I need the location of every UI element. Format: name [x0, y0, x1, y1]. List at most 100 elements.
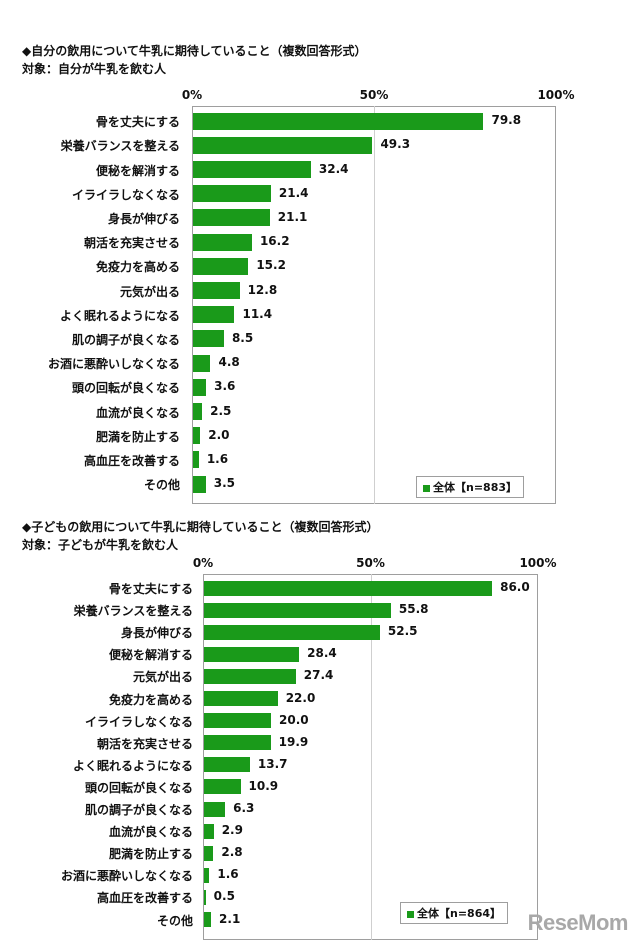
- category-label: よく眠れるようになる: [59, 308, 180, 323]
- bar: [193, 136, 373, 154]
- category-label: 元気が出る: [119, 284, 180, 299]
- category-label: 朝活を充実させる: [96, 736, 193, 751]
- bar: [193, 451, 199, 469]
- bar: [193, 282, 240, 299]
- category-label: 免疫力を高める: [95, 260, 180, 275]
- data-label: 12.8: [247, 282, 278, 297]
- bar: [193, 427, 201, 445]
- data-label: 28.4: [307, 646, 337, 661]
- x-tick-label: 50%: [359, 88, 389, 102]
- data-label: 2.9: [221, 823, 243, 838]
- category-label: 血流が良くなる: [95, 405, 180, 420]
- data-label: 4.8: [218, 355, 240, 370]
- bar: [204, 602, 391, 618]
- data-label: 21.1: [277, 209, 308, 224]
- category-label: 肥満を防止する: [95, 429, 180, 444]
- category-label: その他: [143, 478, 180, 493]
- bar: [204, 889, 206, 905]
- x-tick-label: 100%: [519, 556, 557, 570]
- category-label: 頭の回転が良くなる: [84, 780, 193, 795]
- data-label: 6.3: [233, 801, 255, 816]
- category-label: 栄養バランスを整える: [60, 139, 180, 154]
- category-label: お酒に悪酔いしなくなる: [60, 869, 193, 884]
- bar: [204, 668, 296, 684]
- data-label: 32.4: [318, 161, 349, 176]
- chart-self-expectations: ◆自分の飲用について牛乳に期待していること（複数回答形式） 対象：自分が牛乳を飲む…: [22, 44, 575, 504]
- bar: [193, 330, 224, 348]
- category-label: 肌の調子が良くなる: [84, 803, 193, 818]
- bar: [204, 713, 271, 729]
- bar: [204, 735, 271, 751]
- data-label: 2.8: [221, 845, 243, 860]
- data-label: 2.0: [208, 427, 230, 442]
- bar: [204, 845, 214, 861]
- chart-title: ◆自分の飲用について牛乳に期待していること（複数回答形式）: [22, 44, 367, 58]
- data-label: 2.1: [219, 911, 241, 926]
- data-label: 21.4: [278, 185, 309, 200]
- legend-label: 全体【n=864】: [417, 907, 502, 920]
- bar: [193, 378, 207, 396]
- category-label: 便秘を解消する: [108, 648, 193, 663]
- bar: [193, 354, 211, 372]
- x-tick-label: 50%: [356, 556, 385, 570]
- data-label: 0.5: [213, 889, 235, 904]
- data-label: 52.5: [387, 624, 418, 639]
- category-label: イライラしなくなる: [71, 187, 180, 202]
- category-label: 免疫力を高める: [108, 692, 193, 707]
- data-label: 13.7: [257, 756, 288, 771]
- category-label: 肥満を防止する: [108, 847, 193, 862]
- data-label: 3.6: [214, 379, 236, 394]
- data-label: 3.5: [213, 476, 235, 491]
- category-label: 血流が良くなる: [108, 825, 193, 840]
- category-label: イライラしなくなる: [84, 714, 193, 729]
- legend-swatch: [423, 484, 430, 492]
- bar: [204, 624, 380, 640]
- data-label: 49.3: [380, 137, 411, 152]
- data-label: 86.0: [500, 580, 530, 595]
- data-label: 27.4: [303, 668, 334, 683]
- data-label: 55.8: [398, 602, 429, 617]
- chart-child-expectations: ◆子どもの飲用について牛乳に期待していること（複数回答形式） 対象：子どもが牛乳を…: [0, 512, 640, 948]
- category-label: 肌の調子が良くなる: [71, 332, 180, 347]
- legend-swatch: [407, 910, 414, 918]
- x-tick-label: 100%: [537, 88, 575, 102]
- bar: [193, 257, 249, 275]
- category-label: 骨を丈夫にする: [95, 115, 180, 130]
- data-label: 19.9: [278, 734, 309, 749]
- bar: [204, 801, 226, 817]
- category-label: 高血圧を改善する: [83, 453, 180, 468]
- category-label: 骨を丈夫にする: [108, 582, 193, 597]
- category-label: よく眠れるようになる: [72, 758, 193, 773]
- x-gridline: [374, 106, 375, 504]
- chart-title: ◆子どもの飲用について牛乳に期待していること（複数回答形式）: [22, 520, 379, 534]
- category-label: 頭の回転が良くなる: [71, 381, 180, 396]
- category-label: 便秘を解消する: [95, 163, 180, 178]
- bar: [204, 646, 300, 662]
- x-tick-label: 0%: [192, 556, 214, 570]
- data-label: 11.4: [242, 306, 273, 321]
- legend: 全体【n=883】: [416, 476, 525, 498]
- category-label: 栄養バランスを整える: [73, 604, 193, 619]
- bar: [204, 912, 212, 928]
- bar: [193, 161, 311, 178]
- bar: [204, 691, 278, 707]
- resemom-watermark: ReseMom: [527, 910, 629, 935]
- x-tick-label: 0%: [181, 88, 203, 102]
- category-label: 高血圧を改善する: [96, 891, 193, 906]
- data-label: 15.2: [256, 258, 286, 273]
- bar: [204, 779, 241, 795]
- chart-subtitle: 対象：子どもが牛乳を飲む人: [22, 538, 179, 552]
- bar: [193, 209, 270, 227]
- data-label: 22.0: [285, 690, 316, 705]
- bar: [193, 112, 484, 130]
- data-label: 16.2: [259, 234, 290, 249]
- data-label: 2.5: [210, 403, 232, 418]
- legend: 全体【n=864】: [400, 902, 509, 924]
- x-gridline: [370, 574, 372, 940]
- data-label: 8.5: [231, 330, 254, 345]
- category-label: 元気が出る: [132, 670, 193, 685]
- data-label: 1.6: [206, 451, 229, 466]
- bar: [193, 233, 252, 251]
- bar: [193, 185, 271, 203]
- bar: [204, 823, 214, 839]
